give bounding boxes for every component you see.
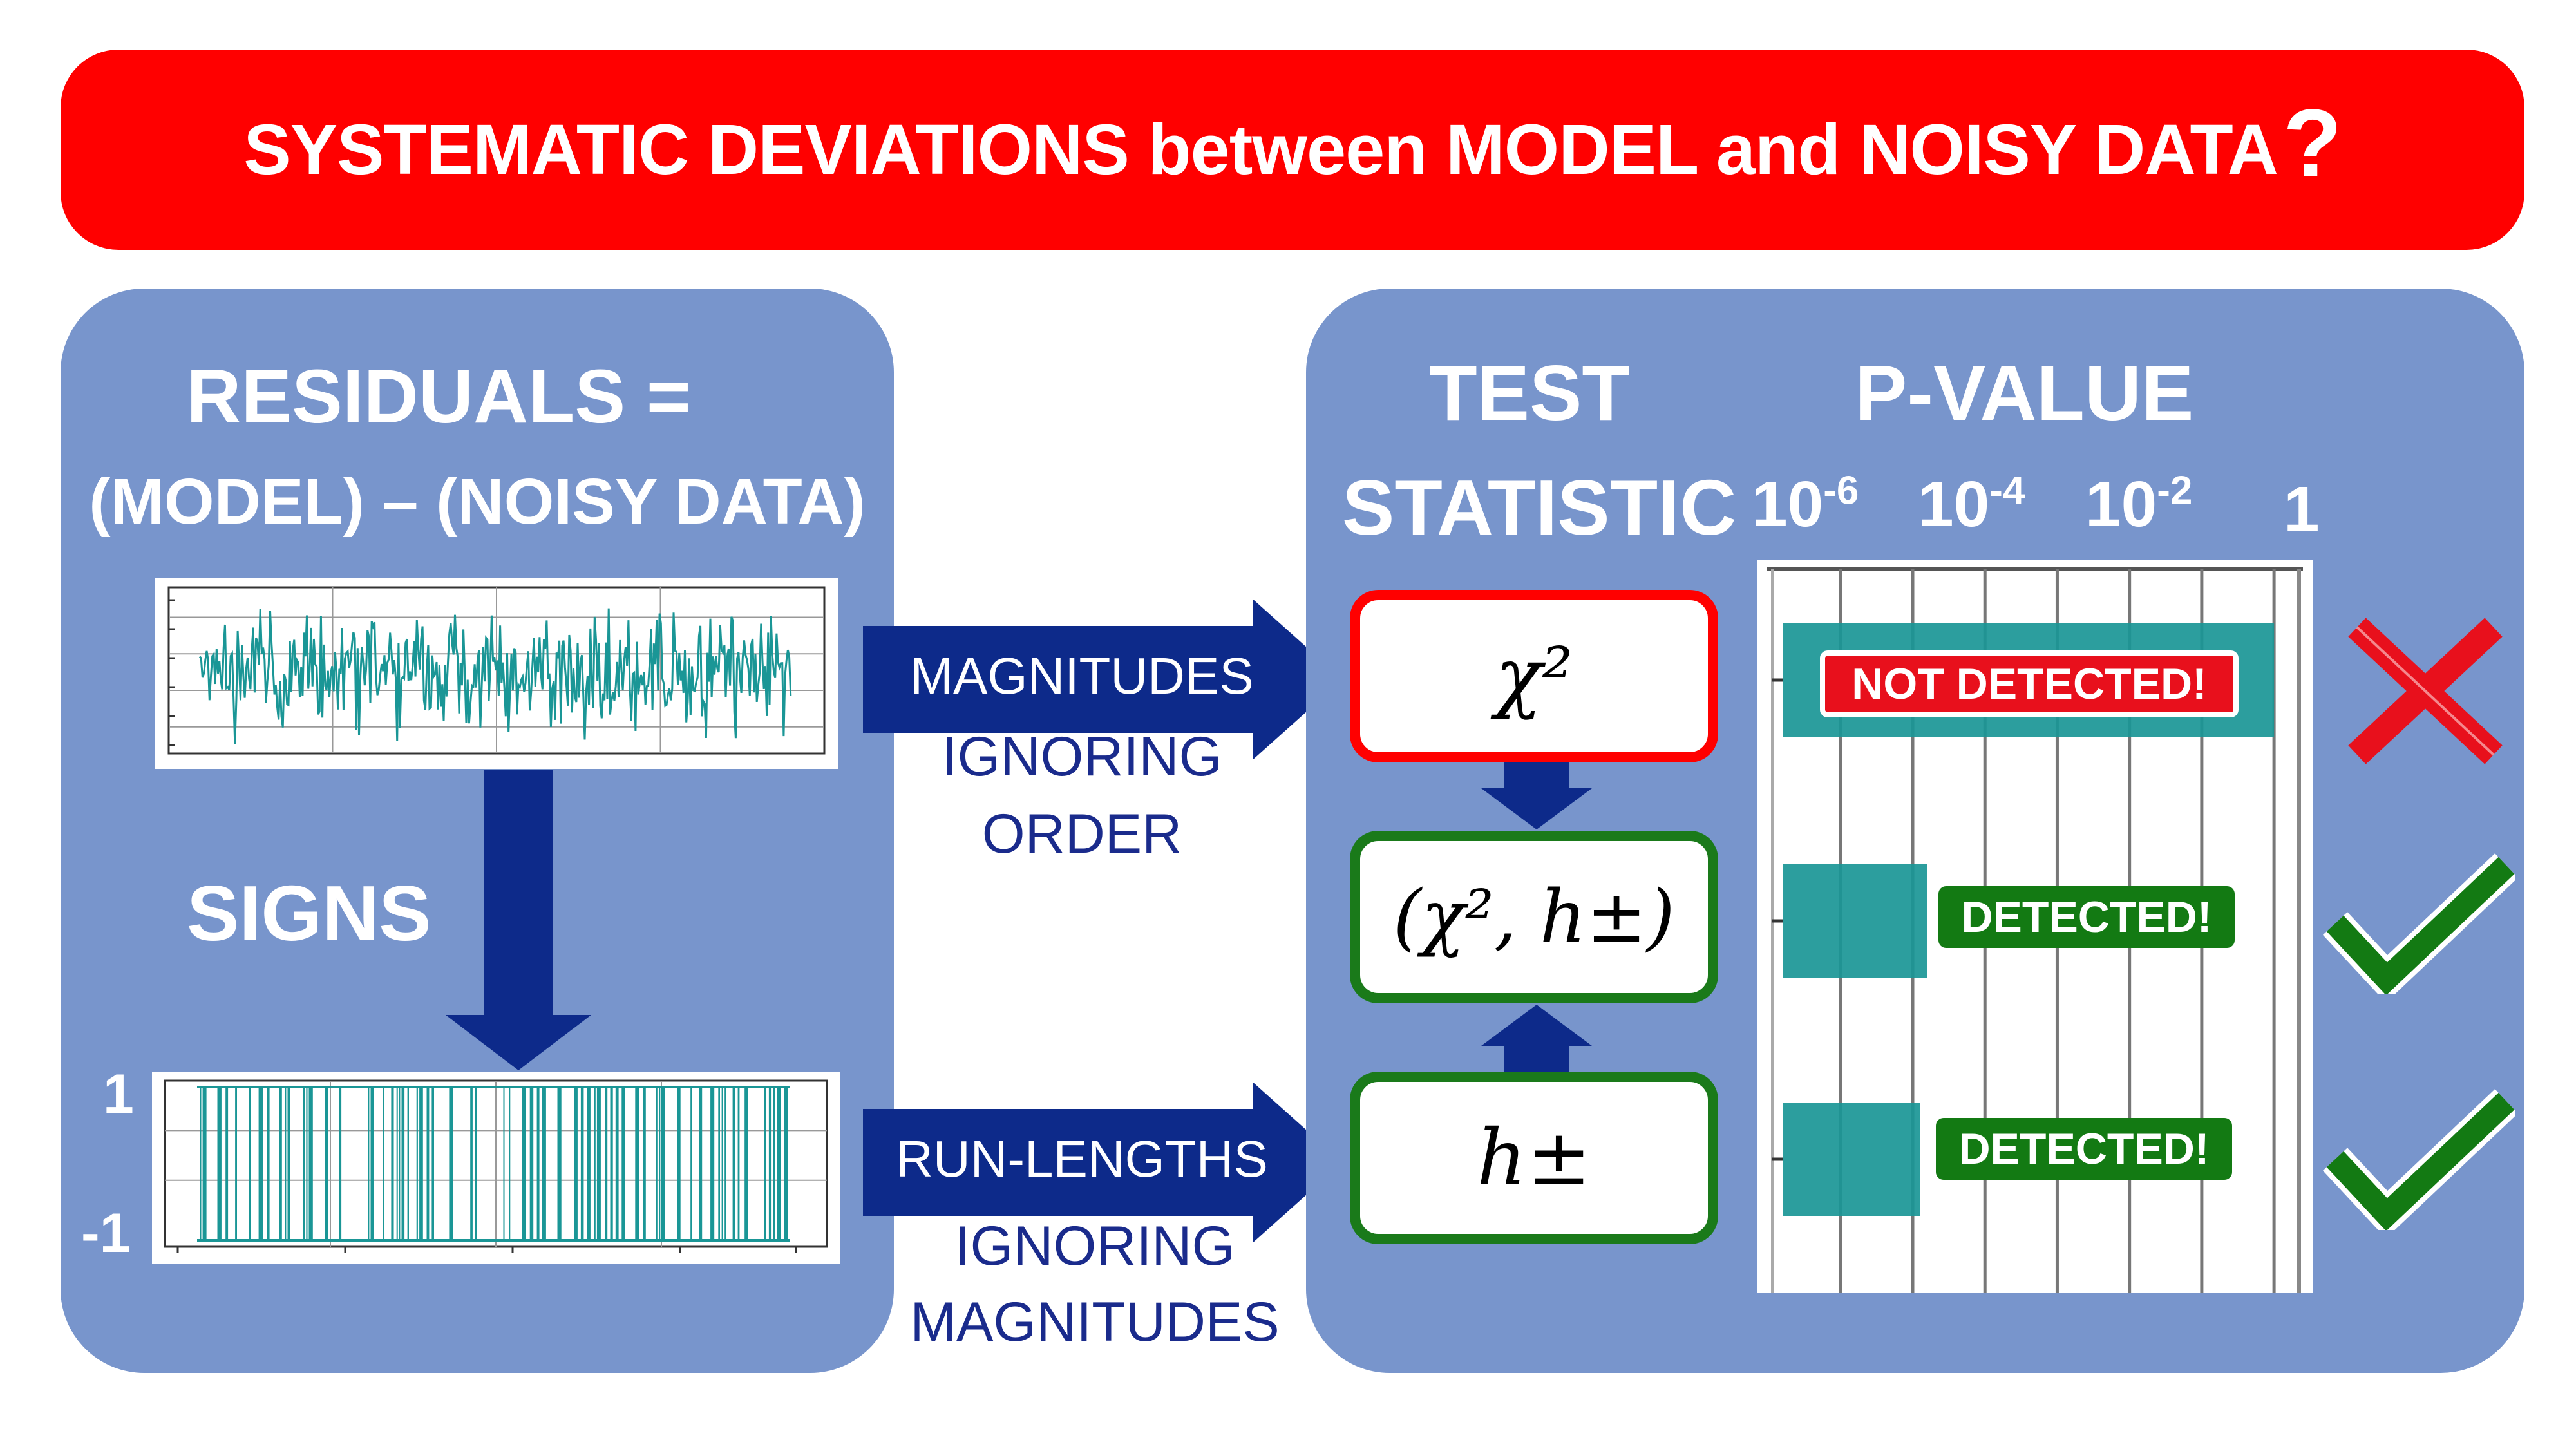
title-banner: SYSTEMATIC DEVIATIONS between MODEL and … — [61, 50, 2524, 250]
detected-text-combined: DETECTED! — [1961, 893, 2212, 942]
detected-text-h: DETECTED! — [1958, 1124, 2210, 1173]
banner-title: SYSTEMATIC DEVIATIONS between MODEL and … — [243, 110, 2278, 189]
run-lengths-label: RUN-LENGTHS — [896, 1130, 1268, 1188]
signs-plot-svg — [164, 1079, 828, 1253]
check-icon-combined — [2322, 853, 2515, 994]
ignoring-magnitudes-line2: MAGNITUDES — [910, 1291, 1280, 1353]
statistic-label: STATISTIC — [1342, 464, 1737, 551]
h-pm-box: h± — [1350, 1072, 1718, 1244]
ignoring-order-line2: ORDER — [981, 803, 1182, 865]
signs-down-arrow — [446, 770, 591, 1070]
combined-statistic-label: (χ², h±) — [1393, 875, 1675, 959]
cross-icon — [2348, 618, 2503, 764]
ignoring-magnitudes-line1: IGNORING — [954, 1215, 1235, 1277]
up-arrow-h-to-combined — [1481, 1005, 1592, 1072]
tick-1e-4: 10-4 — [1918, 468, 2025, 540]
residuals-title: RESIDUALS = — [186, 354, 691, 439]
p-value-title: P-VALUE — [1855, 349, 2194, 437]
h-pm-label: h± — [1477, 1113, 1591, 1203]
combined-statistic-box: (χ², h±) — [1350, 831, 1718, 1003]
not-detected-badge: NOT DETECTED! — [1820, 650, 2239, 717]
sign-axis-bottom-label: -1 — [81, 1202, 131, 1264]
magnitudes-arrow — [863, 599, 1343, 760]
sign-axis-top-label: 1 — [103, 1063, 134, 1125]
tick-1: 1 — [2284, 473, 2320, 545]
residuals-plot — [155, 578, 838, 769]
run-lengths-arrow — [863, 1082, 1343, 1243]
not-detected-text: NOT DETECTED! — [1852, 659, 2207, 708]
test-label: TEST — [1429, 349, 1630, 437]
ignoring-order-line1: IGNORING — [942, 726, 1222, 788]
chi-squared-box: χ² — [1350, 590, 1718, 762]
tick-1e-2: 10-2 — [2085, 468, 2193, 540]
residuals-subtitle: (MODEL) – (NOISY DATA) — [89, 466, 866, 538]
check-icon-h — [2322, 1089, 2515, 1230]
residuals-plot-svg — [167, 586, 826, 755]
signs-label: SIGNS — [187, 869, 431, 957]
banner-question-mark: ? — [2283, 89, 2342, 197]
signs-plot — [152, 1072, 840, 1264]
chi-squared-label: χ² — [1495, 631, 1573, 721]
p-value-bar-1 — [1783, 864, 1927, 978]
down-arrow-chi-to-combined — [1481, 762, 1592, 829]
detected-badge-combined: DETECTED! — [1938, 886, 2235, 948]
tick-1e-6: 10-6 — [1752, 468, 1859, 540]
magnitudes-label: MAGNITUDES — [910, 647, 1254, 705]
p-value-bar-2 — [1783, 1103, 1920, 1216]
detected-badge-h: DETECTED! — [1936, 1118, 2232, 1180]
